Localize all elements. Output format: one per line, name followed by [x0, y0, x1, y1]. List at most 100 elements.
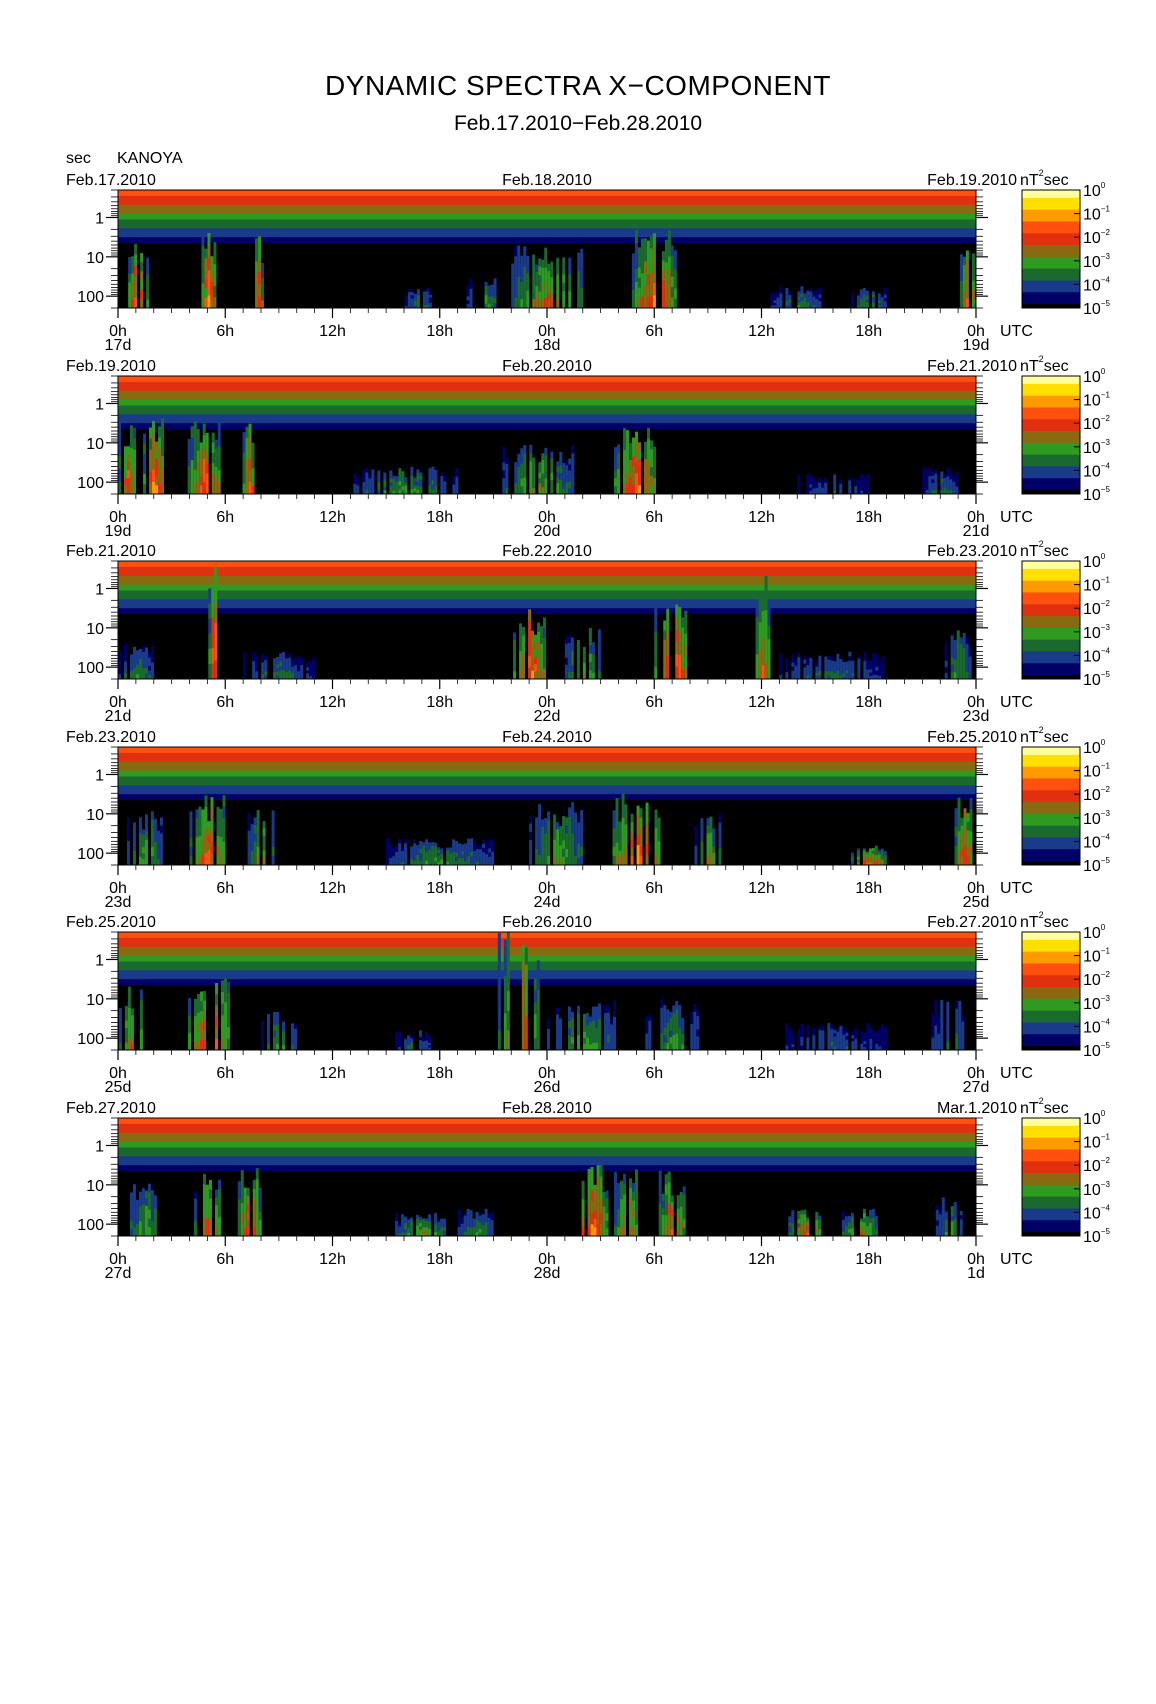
x-tick-label: 12h [748, 880, 775, 897]
colorbar-tick-label: 10−5 [1083, 1041, 1110, 1060]
x-tick-label: 6h [216, 1065, 234, 1082]
x-tick-label: 6h [216, 509, 234, 526]
x-tick-label: 6h [216, 880, 234, 897]
x-tick-label: 0h [967, 1065, 985, 1082]
x-tick-label: 18h [426, 880, 453, 897]
colorbar-tick-label: 10−4 [1083, 1203, 1110, 1222]
panel-date-left: Feb.21.2010 [66, 543, 156, 560]
x-tick-label: 0h [109, 880, 127, 897]
x-tick-label: 0h [109, 1065, 127, 1082]
x-day-label: 27d [963, 1079, 990, 1096]
x-tick-label: 12h [748, 323, 775, 340]
y-tick-label: 10 [86, 806, 104, 823]
x-tick-label: 0h [109, 323, 127, 340]
colorbar-tick-label: 100 [1083, 552, 1106, 571]
colorbar-tick-label: 10−2 [1083, 785, 1110, 804]
colorbar-tick-label: 10−1 [1083, 205, 1110, 224]
x-tick-label: 0h [109, 694, 127, 711]
x-day-label: 20d [534, 523, 561, 540]
y-tick-label: 1 [95, 1138, 104, 1155]
colorbar-tick-label: 10−1 [1083, 576, 1110, 595]
x-tick-label: 12h [319, 323, 346, 340]
x-tick-label: 0h [538, 1251, 556, 1268]
spectrogram-panel: Feb.25.2010 Feb.26.2010 Feb.27.2010 nT2sec 1… [0, 910, 1156, 1096]
x-tick-label: 0h [109, 1251, 127, 1268]
colorbar-tick-label: 100 [1083, 181, 1106, 200]
spectrogram-svg: Feb.19.2010 Feb.20.2010 Feb.21.2010 nT2sec1… [66, 354, 1110, 540]
x-tick-label: 18h [855, 880, 882, 897]
x-tick-label: 0h [538, 1065, 556, 1082]
x-tick-label: 18h [855, 1251, 882, 1268]
y-tick-label: 100 [77, 1031, 104, 1048]
panel-date-mid: Feb.18.2010 [502, 172, 592, 189]
x-tick-label: 6h [645, 1251, 663, 1268]
x-tick-label: 6h [216, 694, 234, 711]
x-tick-label: 12h [319, 1065, 346, 1082]
colorbar-tick-label: 10−2 [1083, 414, 1110, 433]
x-axis-unit-label: UTC [1000, 323, 1033, 340]
colorbar: 100 10−1 10−2 10−3 10−4 10−5 [1021, 181, 1110, 318]
chart-title: DYNAMIC SPECTRA X−COMPONENT [325, 70, 831, 101]
x-tick-label: 0h [967, 509, 985, 526]
x-tick-label: 0h [967, 1251, 985, 1268]
x-tick-label: 18h [855, 694, 882, 711]
x-tick-label: 18h [426, 694, 453, 711]
x-day-label: 21d [105, 708, 132, 725]
colorbar: 100 10−1 10−2 10−3 10−4 10−5 [1021, 552, 1110, 689]
x-day-label: 28d [534, 1265, 561, 1282]
x-axis-unit-label: UTC [1000, 509, 1033, 526]
x-tick-label: 18h [855, 323, 882, 340]
panel-date-right: Feb.19.2010 [927, 172, 1017, 189]
y-tick-label: 10 [86, 250, 104, 267]
spectrogram-svg: Feb.27.2010 Feb.28.2010 Mar.1.2010 nT2sec 1 1… [66, 1096, 1110, 1282]
x-tick-label: 18h [426, 1065, 453, 1082]
y-axis-unit-label: sec [66, 150, 91, 167]
colorbar-tick-label: 10−3 [1083, 808, 1110, 827]
y-tick-label: 1 [95, 952, 104, 969]
colorbar-tick-label: 10−2 [1083, 228, 1110, 247]
x-tick-label: 0h [967, 880, 985, 897]
panel-date-right: Feb.21.2010 [927, 358, 1017, 375]
colorbar-tick-label: 10−5 [1083, 856, 1110, 875]
panel-date-left: Feb.27.2010 [66, 1100, 156, 1117]
colorbar-tick-label: 10−5 [1083, 299, 1110, 318]
x-tick-label: 6h [216, 1251, 234, 1268]
colorbar-tick-label: 10−4 [1083, 832, 1110, 851]
colorbar-tick-label: 10−1 [1083, 761, 1110, 780]
spectrogram-panel: Feb.21.2010 Feb.22.2010 Feb.23.2010 nT2sec 1… [0, 539, 1156, 725]
x-tick-label: 18h [855, 509, 882, 526]
spectrogram-svg: Feb.25.2010 Feb.26.2010 Feb.27.2010 nT2sec1… [66, 910, 1110, 1096]
x-day-label: 18d [534, 337, 561, 354]
colorbar-unit-label: nT2sec [1020, 168, 1069, 189]
x-tick-label: 12h [319, 694, 346, 711]
spectrogram-svg: Feb.21.2010 Feb.22.2010 Feb.23.2010 nT2sec1… [66, 539, 1110, 725]
colorbar-unit-label: nT2sec [1020, 354, 1069, 375]
spectrogram-image [118, 932, 976, 1051]
spectrogram-image [118, 561, 976, 680]
panel-date-mid: Feb.22.2010 [502, 543, 592, 560]
y-tick-label: 100 [77, 846, 104, 863]
spectrogram-svg: Feb.17.2010 Feb.18.2010 Feb.19.2010 nT2sec1… [66, 168, 1110, 354]
x-day-label: 24d [534, 894, 561, 911]
y-tick-label: 1 [95, 210, 104, 227]
colorbar-tick-label: 10−4 [1083, 646, 1110, 665]
y-tick-label: 100 [77, 289, 104, 306]
spectrogram-image [118, 746, 976, 865]
y-tick-label: 100 [77, 1217, 104, 1234]
x-tick-label: 12h [748, 509, 775, 526]
x-tick-label: 0h [538, 323, 556, 340]
colorbar-unit-label: nT2sec [1020, 1096, 1069, 1117]
colorbar-tick-label: 10−3 [1083, 994, 1110, 1013]
x-tick-label: 0h [109, 509, 127, 526]
chart-subtitle: Feb.17.2010−Feb.28.2010 [453, 112, 703, 135]
spectrogram-panel: Feb.17.2010 Feb.18.2010 Feb.19.2010 nT2sec 1… [0, 168, 1156, 354]
x-tick-label: 0h [967, 694, 985, 711]
panel-date-mid: Feb.28.2010 [502, 1100, 592, 1117]
x-tick-label: 18h [855, 1065, 882, 1082]
panel-date-left: Feb.23.2010 [66, 729, 156, 746]
y-tick-label: 100 [77, 660, 104, 677]
colorbar-tick-label: 10−4 [1083, 1017, 1110, 1036]
colorbar-tick-label: 10−2 [1083, 1156, 1110, 1175]
panel-date-right: Feb.25.2010 [927, 729, 1017, 746]
spectrogram-panel: Feb.27.2010 Feb.28.2010 Mar.1.2010 nT2sec 1 1… [0, 1096, 1156, 1282]
